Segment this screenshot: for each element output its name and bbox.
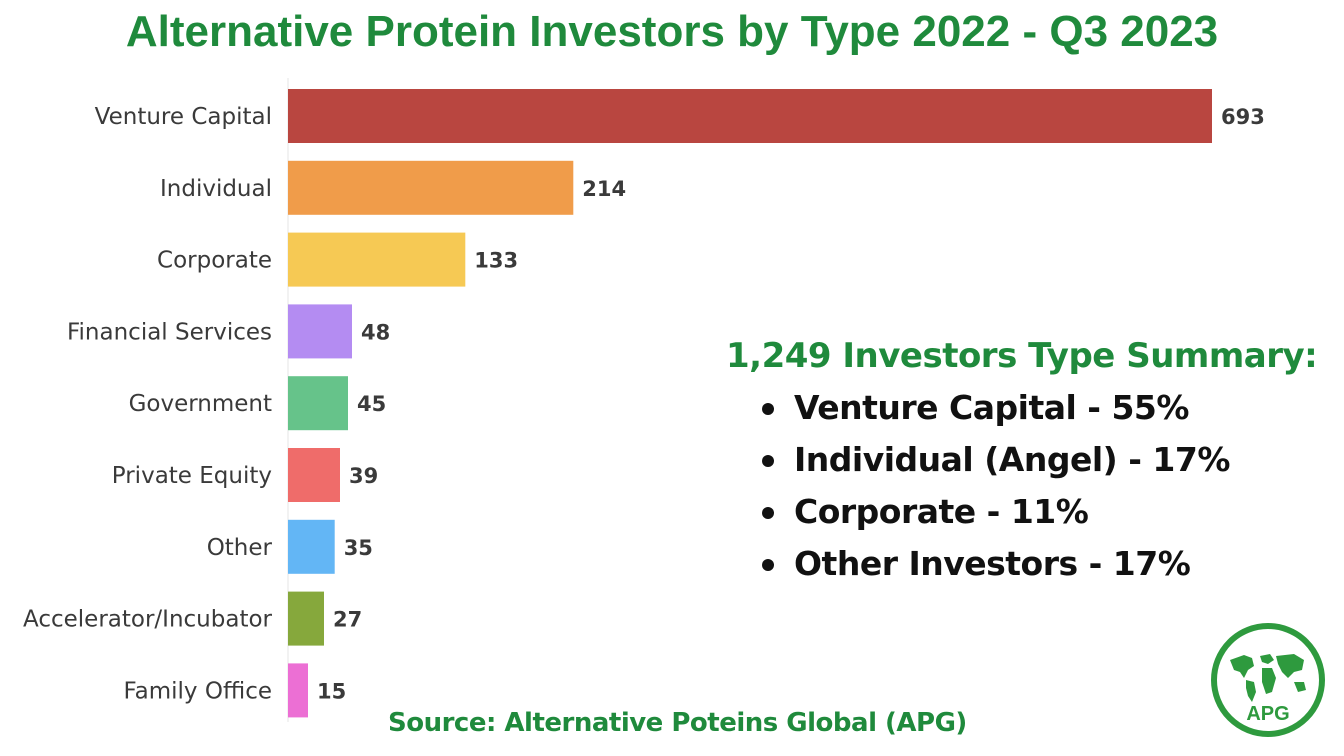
summary-item: Venture Capital - 55% bbox=[726, 382, 1336, 434]
bar-other bbox=[288, 519, 335, 574]
bar-government bbox=[288, 376, 348, 431]
category-label: Individual bbox=[160, 176, 272, 202]
category-label: Financial Services bbox=[67, 319, 272, 345]
category-label: Private Equity bbox=[112, 463, 272, 489]
category-label: Corporate bbox=[157, 248, 272, 274]
value-label: 48 bbox=[361, 320, 390, 344]
category-label: Family Office bbox=[124, 678, 272, 704]
source-note: Source: Alternative Poteins Global (APG) bbox=[388, 708, 967, 738]
bullet-icon bbox=[762, 507, 774, 519]
bullet-icon bbox=[762, 403, 774, 415]
bar-family-office bbox=[288, 663, 308, 718]
summary-item-text: Venture Capital - 55% bbox=[794, 388, 1189, 427]
value-label: 15 bbox=[317, 679, 346, 703]
bar-private-equity bbox=[288, 448, 340, 502]
bullet-icon bbox=[762, 559, 774, 571]
summary-item-text: Other Investors - 17% bbox=[794, 544, 1191, 583]
summary-list: Venture Capital - 55% Individual (Angel)… bbox=[726, 382, 1336, 590]
value-label: 39 bbox=[349, 464, 378, 488]
bar-venture-capital bbox=[288, 89, 1212, 143]
value-label: 214 bbox=[582, 177, 626, 201]
category-label: Accelerator/Incubator bbox=[23, 607, 273, 633]
summary-item-text: Individual (Angel) - 17% bbox=[794, 440, 1230, 479]
summary-item: Corporate - 11% bbox=[726, 486, 1336, 538]
value-label: 27 bbox=[333, 608, 362, 632]
bar-accelerator-incubator bbox=[288, 591, 324, 646]
bar-financial-services bbox=[288, 304, 352, 359]
apg-logo: APG bbox=[1211, 623, 1325, 737]
chart-title: Alternative Protein Investors by Type 20… bbox=[125, 7, 1219, 56]
summary-panel: 1,249 Investors Type Summary: Venture Ca… bbox=[726, 334, 1336, 590]
summary-item: Other Investors - 17% bbox=[726, 538, 1336, 590]
summary-title: 1,249 Investors Type Summary: bbox=[726, 336, 1318, 376]
value-label: 693 bbox=[1221, 105, 1265, 129]
world-map-icon bbox=[1230, 654, 1306, 702]
summary-item-text: Corporate - 11% bbox=[794, 492, 1089, 531]
bar-corporate bbox=[288, 232, 466, 287]
category-label: Other bbox=[207, 535, 273, 561]
summary-item: Individual (Angel) - 17% bbox=[726, 434, 1336, 486]
value-label: 45 bbox=[357, 392, 386, 416]
bullet-icon bbox=[762, 455, 774, 467]
value-label: 35 bbox=[344, 536, 373, 560]
value-label: 133 bbox=[474, 249, 518, 273]
bar-individual bbox=[288, 160, 574, 215]
category-label: Venture Capital bbox=[95, 104, 272, 130]
category-label: Government bbox=[129, 391, 272, 417]
logo-text: APG bbox=[1246, 703, 1289, 725]
